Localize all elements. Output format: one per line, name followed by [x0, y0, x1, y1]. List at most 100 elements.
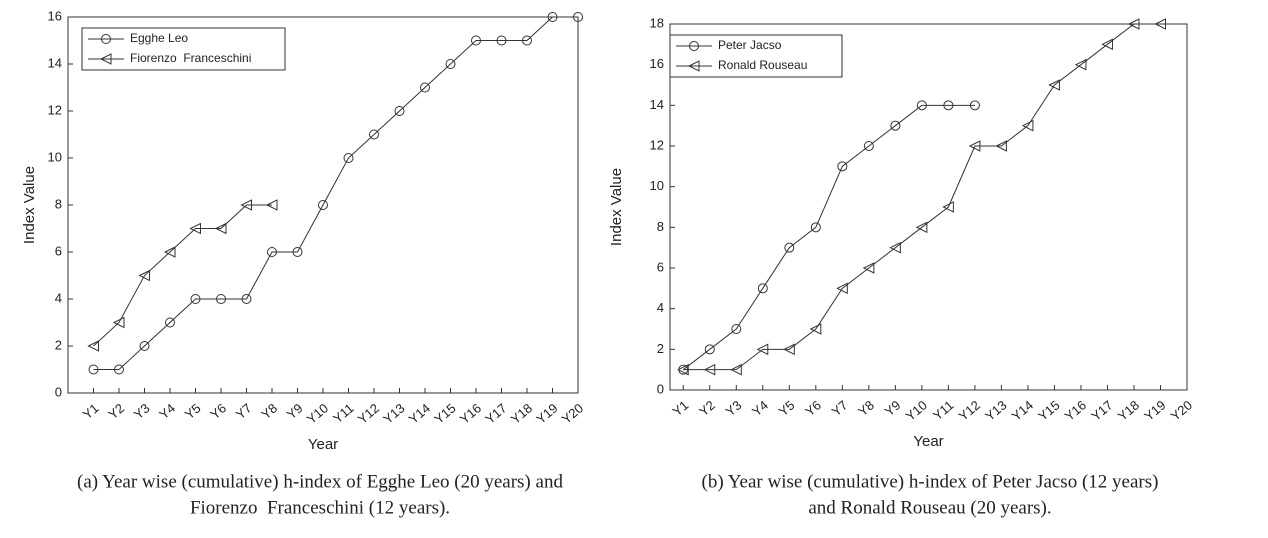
series-line	[682, 104, 975, 371]
marker	[731, 324, 742, 334]
marker	[783, 343, 795, 356]
y-axis-label: Index Value	[21, 166, 38, 244]
x-tick-label: Y2	[105, 400, 127, 422]
x-tick-label: Y12	[956, 397, 983, 423]
marker	[265, 199, 278, 211]
marker	[756, 343, 769, 356]
marker	[112, 316, 125, 329]
x-tick-label: Y4	[749, 397, 771, 419]
marker	[114, 364, 124, 375]
y-tick-label: 10	[48, 149, 62, 164]
y-tick-label: 0	[657, 381, 664, 396]
x-tick-label: Y12	[355, 400, 382, 426]
marker	[730, 363, 742, 376]
x-tick-label: Y14	[406, 400, 433, 426]
marker	[267, 247, 277, 257]
marker	[703, 363, 716, 376]
x-tick-label: Y15	[431, 400, 458, 426]
marker	[445, 59, 456, 69]
legend-label: Peter Jacso	[718, 38, 782, 52]
x-tick-label: Y16	[1062, 397, 1089, 423]
series-line	[683, 23, 1161, 371]
x-tick-label: Y9	[284, 400, 306, 422]
x-tick-label: Y1	[80, 400, 102, 422]
y-tick-label: 12	[48, 102, 62, 117]
y-tick-label: 16	[650, 56, 664, 71]
y-axis-label: Index Value	[608, 168, 625, 246]
marker	[241, 294, 252, 304]
marker	[420, 82, 430, 93]
marker	[1074, 58, 1087, 71]
y-tick-label: 18	[650, 15, 664, 30]
marker	[139, 341, 150, 351]
marker	[687, 60, 700, 72]
marker	[969, 100, 980, 111]
caption: (b) Year wise (cumulative) h-index of Pe…	[702, 471, 1159, 492]
marker	[189, 222, 201, 235]
marker	[87, 340, 99, 352]
legend-label: Egghe Leo	[130, 31, 188, 45]
y-tick-label: 12	[650, 137, 664, 152]
y-tick-label: 6	[55, 243, 62, 258]
x-tick-label: Y5	[182, 400, 204, 422]
x-tick-label: Y17	[1088, 397, 1115, 423]
y-tick-label: 4	[657, 300, 664, 315]
x-tick-label: Y10	[903, 397, 930, 423]
y-tick-label: 10	[650, 178, 664, 193]
marker	[1021, 119, 1034, 132]
y-tick-label: 8	[657, 219, 664, 234]
y-tick-label: 4	[55, 290, 62, 305]
marker	[394, 106, 405, 116]
y-tick-label: 6	[657, 259, 664, 274]
series-line	[93, 204, 272, 347]
marker	[496, 35, 507, 46]
marker	[573, 12, 583, 22]
marker	[292, 247, 303, 257]
marker	[318, 200, 328, 210]
x-tick-label: Y9	[882, 397, 904, 419]
x-tick-label: Y4	[156, 400, 178, 422]
marker	[1048, 79, 1060, 91]
marker	[240, 199, 252, 211]
y-tick-label: 2	[55, 337, 62, 352]
x-axis-label: Year	[913, 433, 943, 450]
marker	[547, 12, 558, 22]
y-tick-label: 8	[55, 196, 62, 211]
marker	[836, 282, 848, 295]
marker	[190, 294, 201, 304]
plot-frame	[669, 23, 1188, 391]
marker	[943, 100, 954, 111]
x-tick-label: Y13	[380, 400, 407, 426]
y-tick-label: 14	[650, 97, 664, 112]
x-tick-label: Y11	[330, 400, 357, 426]
marker	[757, 283, 768, 294]
marker	[689, 41, 699, 51]
x-tick-label: Y11	[930, 397, 957, 423]
caption: (a) Year wise (cumulative) h-index of Eg…	[77, 471, 563, 492]
marker	[216, 294, 226, 304]
marker	[863, 141, 874, 151]
marker	[1127, 18, 1140, 30]
x-tick-label: Y6	[802, 397, 824, 419]
x-tick-label: Y10	[304, 400, 331, 426]
marker	[165, 317, 175, 328]
marker	[968, 140, 981, 152]
x-tick-label: Y15	[1035, 397, 1062, 423]
marker	[942, 201, 954, 213]
x-tick-label: Y19	[533, 400, 560, 426]
marker	[809, 323, 822, 335]
marker	[1101, 38, 1113, 51]
legend-label: Fiorenzo Franceschini	[130, 51, 251, 65]
caption: and Ronald Rouseau (20 years).	[808, 497, 1051, 518]
x-tick-label: Y8	[258, 400, 280, 422]
x-tick-label: Y7	[829, 397, 851, 419]
marker	[915, 221, 928, 234]
x-tick-label: Y14	[1009, 397, 1036, 423]
y-tick-label: 0	[55, 384, 62, 399]
x-tick-label: Y1	[670, 397, 692, 419]
marker	[138, 269, 150, 282]
marker	[810, 222, 821, 233]
x-tick-label: Y7	[233, 400, 255, 422]
marker	[890, 120, 901, 131]
